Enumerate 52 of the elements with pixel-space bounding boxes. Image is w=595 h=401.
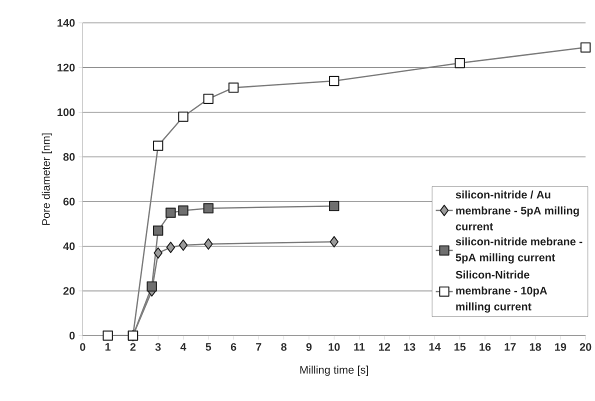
point <box>203 203 214 214</box>
point <box>203 94 214 104</box>
x-tick-label: 8 <box>281 342 287 351</box>
legend-label: silicon-nitride mebrane - 5pA milling current <box>456 237 582 264</box>
x-tick-label: 4 <box>180 342 186 350</box>
x-tick-label: 10 <box>328 342 340 351</box>
x-tick-label: 12 <box>379 342 390 351</box>
point <box>166 207 176 218</box>
point <box>178 239 188 251</box>
point <box>154 247 163 259</box>
point <box>328 76 340 86</box>
point <box>166 241 176 253</box>
point <box>152 225 164 236</box>
point <box>102 330 113 341</box>
point <box>178 205 188 216</box>
x-tick-label: 1 <box>105 342 111 350</box>
point <box>204 238 213 250</box>
x-tick-label: 18 <box>530 342 542 351</box>
legend-label: Silicon-Nitride membrane - 10pA milling current <box>456 270 548 313</box>
x-tick-label: 19 <box>555 342 566 351</box>
point <box>330 236 339 248</box>
y-tick-label: 120 <box>58 64 75 72</box>
y-tick-label: 40 <box>63 242 75 250</box>
point <box>228 82 239 93</box>
x-tick-label: 5 <box>206 342 212 351</box>
x-tick-label: 13 <box>404 342 416 351</box>
point <box>146 281 157 292</box>
x-tick-label: 2 <box>130 342 136 351</box>
x-tick-label: 6 <box>230 342 236 351</box>
y-tick-label: 140 <box>58 18 75 27</box>
x-tick-label: 9 <box>306 342 312 351</box>
y-tick-label: 80 <box>63 152 75 161</box>
y-tick-label: 100 <box>58 108 75 116</box>
point <box>454 58 465 68</box>
x-tick-label: 11 <box>354 342 365 350</box>
point <box>580 42 591 52</box>
x-tick-label: 17 <box>504 342 516 350</box>
y-axis-title: Pore diameter [nm] <box>42 133 52 225</box>
x-tick-label: 16 <box>480 342 491 351</box>
x-tick-label: 7 <box>256 342 262 350</box>
point <box>328 200 340 212</box>
point <box>152 140 164 151</box>
y-tick-label: 0 <box>70 332 75 340</box>
x-tick-label: 20 <box>580 342 592 351</box>
x-tick-label: 15 <box>454 342 466 351</box>
x-axis-title: Milling time [s] <box>300 366 368 376</box>
x-tick-label: 0 <box>80 342 86 351</box>
y-tick-label: 20 <box>63 286 75 295</box>
x-tick-label: 14 <box>429 342 441 350</box>
x-tick-label: 3 <box>155 342 161 351</box>
y-tick-label: 60 <box>63 198 75 206</box>
point <box>178 111 188 122</box>
